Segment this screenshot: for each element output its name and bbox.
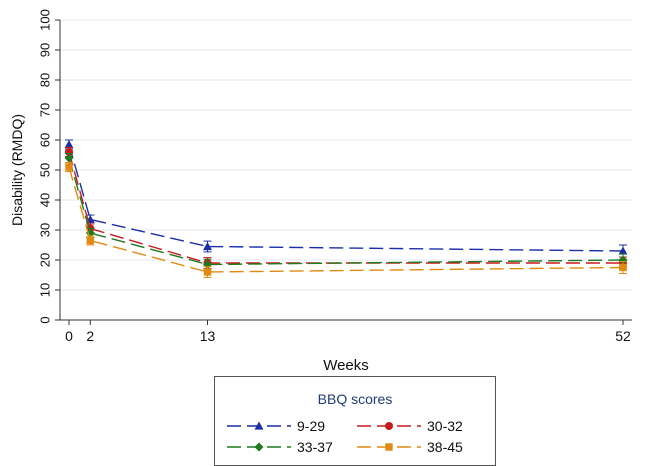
legend-swatch-9-29 — [227, 421, 291, 430]
point-9-29-52 — [618, 246, 628, 255]
y-tick-label-20: 20 — [38, 253, 53, 267]
legend-entry-30-32: 30-32 — [355, 417, 485, 435]
legend-swatch-marker-30-32 — [385, 422, 393, 430]
y-tick-label-80: 80 — [38, 73, 53, 87]
x-axis-label: Weeks — [323, 357, 369, 374]
y-tick-label-40: 40 — [38, 193, 53, 207]
legend-swatch-33-37 — [227, 442, 291, 452]
y-axis-label: Disability (RMDQ) — [9, 114, 25, 226]
series-line-33-37 — [68, 157, 624, 266]
y-tick-label-60: 60 — [38, 133, 53, 147]
legend-swatch-marker-9-29 — [254, 421, 264, 430]
legend-label-30-32: 30-32 — [427, 418, 463, 434]
point-33-37-52 — [618, 255, 628, 265]
series-line-9-29 — [68, 144, 624, 252]
y-tick-label-30: 30 — [38, 223, 53, 237]
legend-title: BBQ scores — [317, 391, 393, 407]
legend-entry-33-37: 33-37 — [225, 438, 345, 456]
x-tick-label-0: 0 — [65, 328, 73, 344]
y-tick-label-70: 70 — [38, 103, 53, 117]
legend-swatch-30-32 — [357, 422, 421, 430]
x-tick-label-2: 2 — [86, 328, 94, 344]
y-tick-label-90: 90 — [38, 43, 53, 57]
point-9-29-0 — [64, 140, 74, 149]
y-tick-label-10: 10 — [38, 283, 53, 297]
point-38-45-2 — [86, 236, 95, 245]
legend-entry-38-45: 38-45 — [355, 438, 485, 456]
point-38-45-0 — [65, 163, 73, 171]
legend-label-33-37: 33-37 — [297, 439, 333, 455]
legend-swatch-38-45 — [357, 443, 421, 451]
y-tick-label-100: 100 — [38, 9, 53, 31]
y-tick-label-50: 50 — [38, 163, 53, 177]
legend-swatch-marker-38-45 — [385, 443, 393, 451]
series-38-45 — [65, 162, 627, 278]
point-38-45-13 — [203, 268, 212, 276]
point-38-45-52 — [619, 263, 627, 272]
legend-swatch-marker-33-37 — [254, 442, 264, 452]
point-33-37-0 — [64, 153, 74, 163]
legend-entry-9-29: 9-29 — [225, 417, 345, 435]
series-line-30-32 — [68, 151, 623, 264]
series-line-38-45 — [68, 166, 624, 273]
legend-label-9-29: 9-29 — [297, 418, 326, 434]
y-tick-label-0: 0 — [38, 316, 53, 323]
legend: BBQ scores 9-29 30-32 33-37 38-45 — [214, 376, 496, 466]
x-tick-label-52: 52 — [615, 328, 631, 344]
x-tick-label-13: 13 — [200, 328, 216, 344]
point-9-29-13 — [203, 242, 212, 251]
legend-label-38-45: 38-45 — [427, 439, 463, 455]
